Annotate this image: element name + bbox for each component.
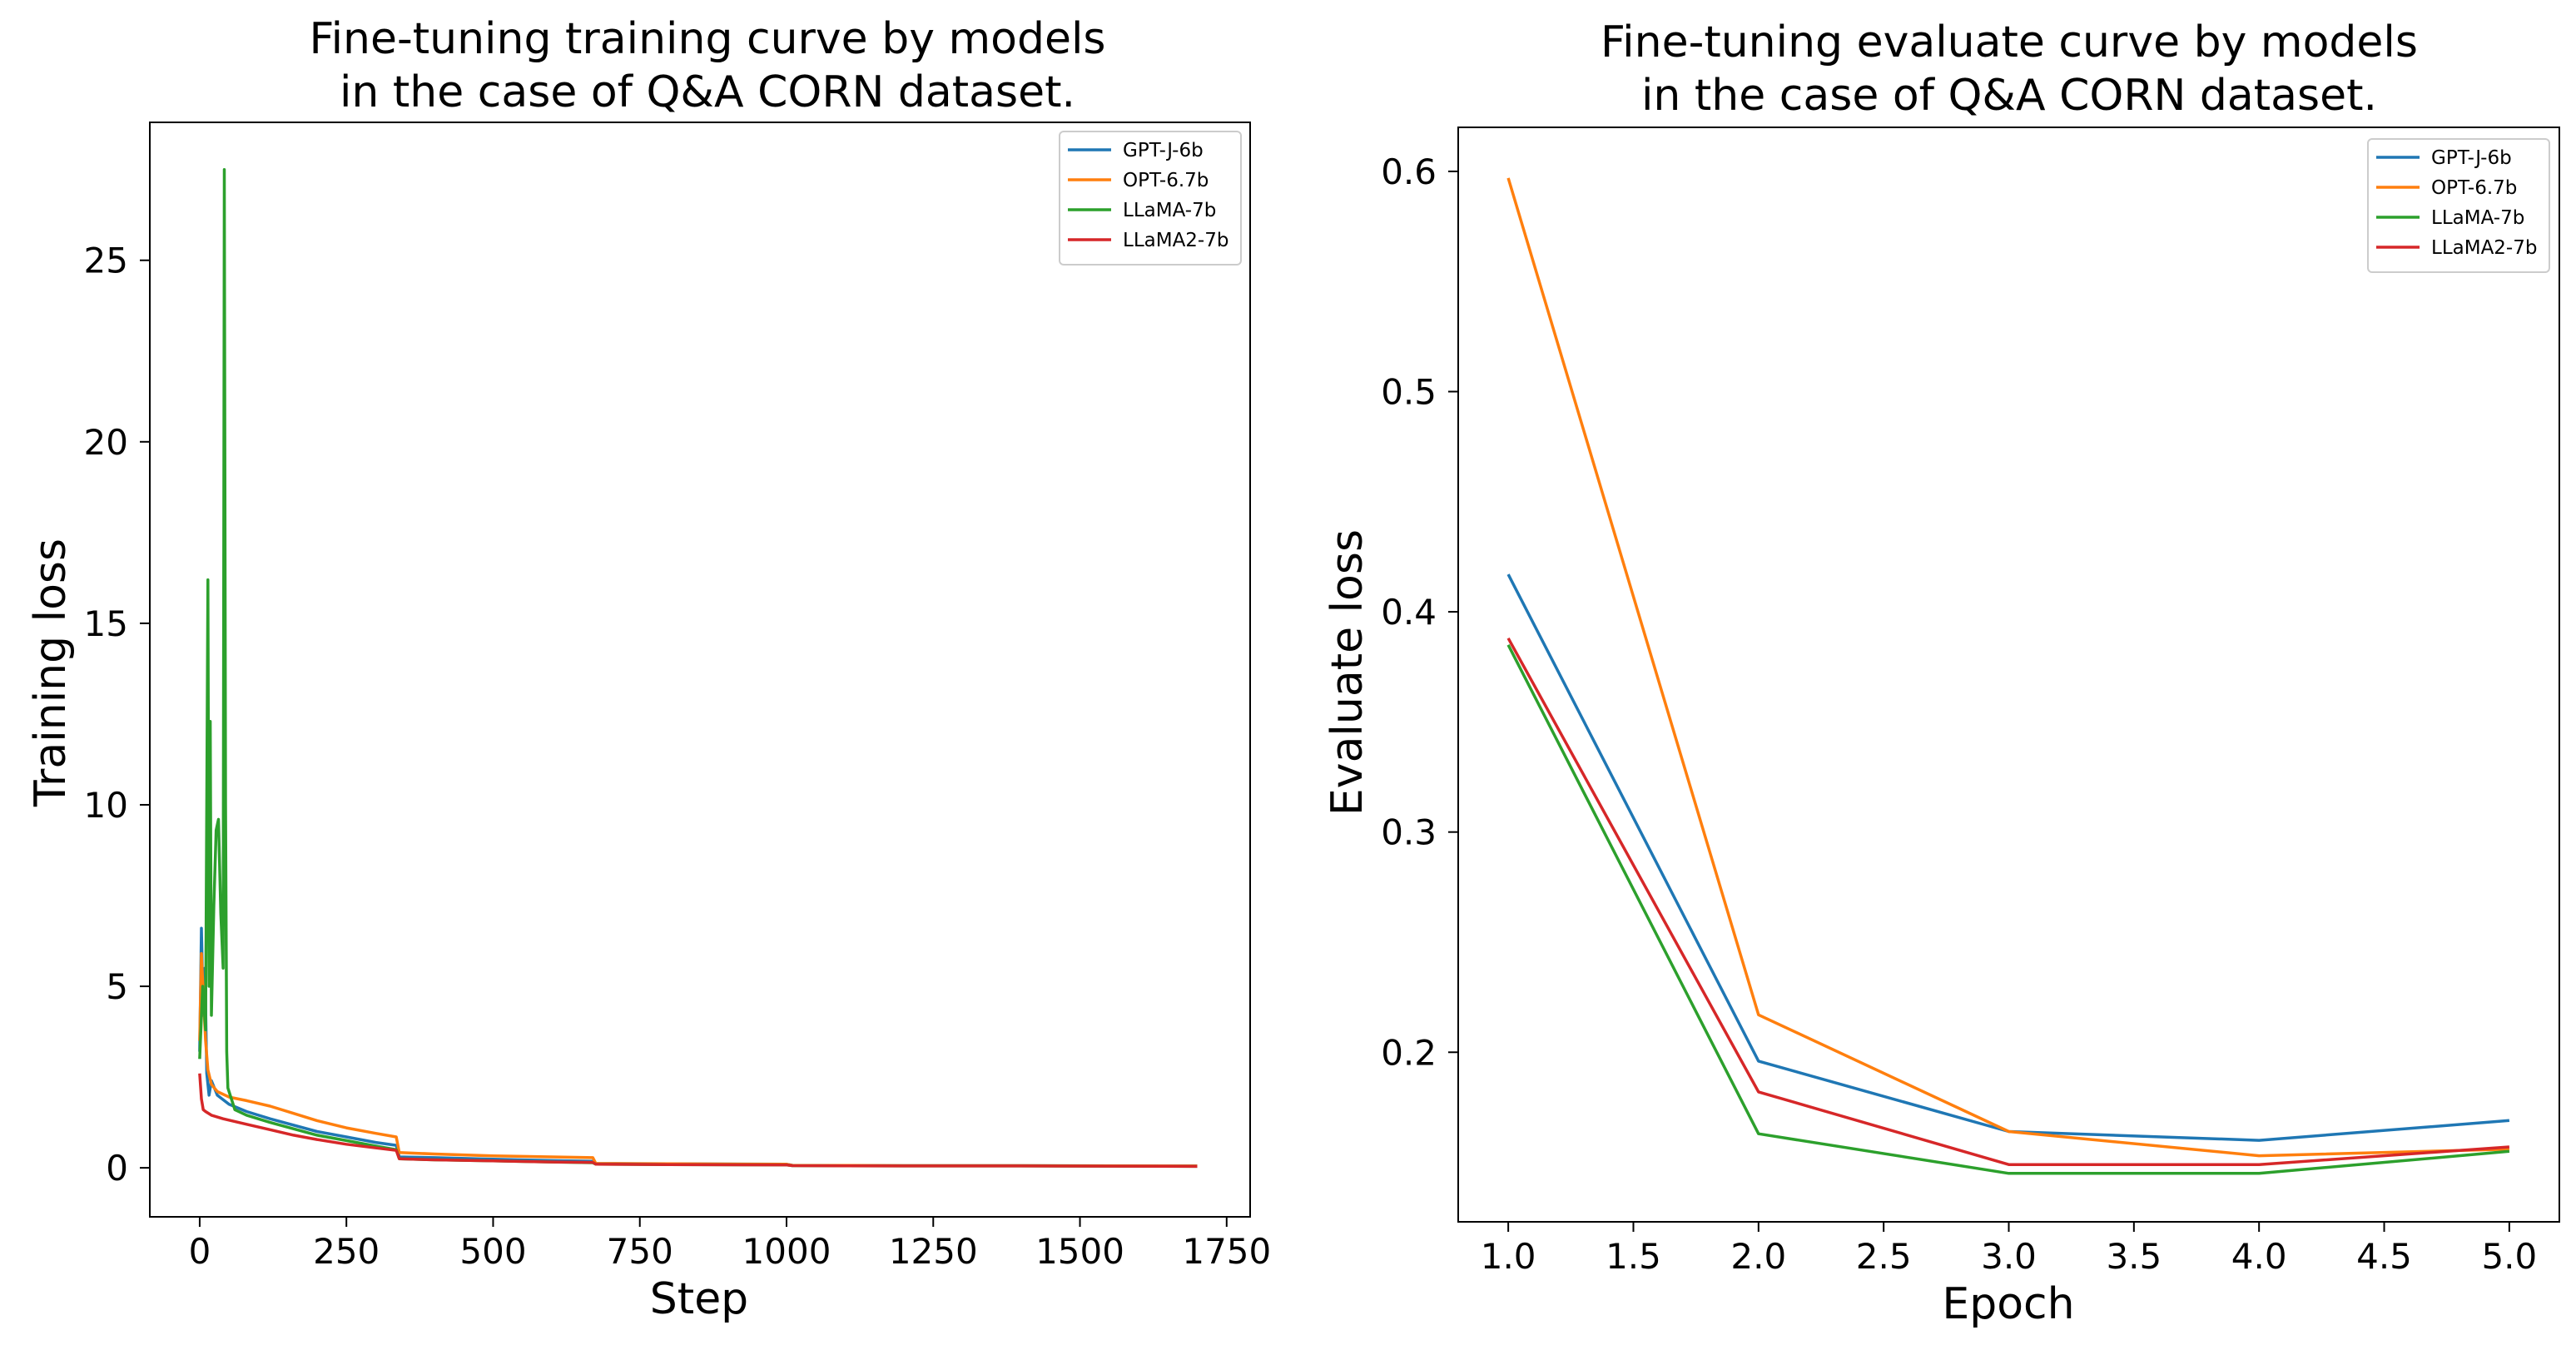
x-tick-label: 2.0 — [1730, 1236, 1786, 1277]
chart-title-line-2: in the case of Q&A CORN dataset. — [1641, 71, 2377, 121]
evaluate-loss-chart: Fine-tuning evaluate curve by models in … — [1323, 17, 2560, 1329]
series-line-llama-7b — [1506, 644, 2510, 1175]
series-line-llama2-7b — [198, 1073, 1198, 1169]
x-tick-label: 1500 — [1035, 1231, 1124, 1272]
x-axis-label: Epoch — [1942, 1279, 2074, 1329]
y-tick-label: 20 — [84, 422, 128, 463]
y-tick-label: 0.6 — [1381, 151, 1437, 192]
legend-label: GPT-J-6b — [2431, 147, 2512, 169]
training-loss-chart: Fine-tuning training curve by models in … — [26, 14, 1271, 1324]
x-tick-label: 3.0 — [1981, 1236, 2037, 1277]
x-tick-label: 500 — [459, 1231, 526, 1272]
x-tick-label: 5.0 — [2481, 1236, 2537, 1277]
y-tick-label: 10 — [84, 785, 128, 826]
y-tick-label: 0.2 — [1381, 1032, 1437, 1073]
x-tick-label: 1000 — [742, 1231, 831, 1272]
x-tick-label: 2.5 — [1856, 1236, 1912, 1277]
series-line-llama2-7b — [1506, 637, 2510, 1166]
chart-title-line-1: Fine-tuning training curve by models — [309, 14, 1105, 64]
y-tick-label: 0.3 — [1381, 812, 1437, 853]
legend-label: GPT-J-6b — [1123, 140, 1204, 161]
plot-frame — [149, 122, 1251, 1218]
x-tick-label: 3.5 — [2106, 1236, 2162, 1277]
x-tick-label: 4.0 — [2231, 1236, 2287, 1277]
y-tick-label: 0.5 — [1381, 372, 1437, 413]
legend-label: LLaMA-7b — [1123, 200, 1216, 221]
y-tick-label: 5 — [106, 966, 128, 1007]
x-tick-label: 250 — [313, 1231, 380, 1272]
legend-label: OPT-6.7b — [2431, 177, 2517, 199]
y-axis-label: Evaluate loss — [1323, 529, 1372, 816]
y-tick-label: 0 — [106, 1148, 128, 1189]
x-tick-label: 1250 — [889, 1231, 978, 1272]
x-tick-label: 750 — [607, 1231, 673, 1272]
y-tick-label: 25 — [84, 241, 128, 281]
y-tick-label: 0.4 — [1381, 592, 1437, 633]
x-tick-label: 0 — [189, 1231, 211, 1272]
x-tick-label: 1.0 — [1481, 1236, 1536, 1277]
legend-box — [2367, 138, 2550, 273]
series-line-opt-6-7b — [1506, 177, 2509, 1158]
x-axis-label: Step — [650, 1274, 748, 1324]
x-tick-label: 4.5 — [2356, 1236, 2412, 1277]
y-tick-label: 15 — [84, 603, 128, 644]
chart-title-line-2: in the case of Q&A CORN dataset. — [340, 67, 1075, 117]
legend-label: OPT-6.7b — [1123, 170, 1209, 191]
legend-box — [1059, 131, 1242, 266]
x-tick-label: 1.5 — [1606, 1236, 1661, 1277]
legend-label: LLaMA2-7b — [2431, 237, 2537, 259]
y-axis-label: Training loss — [26, 539, 76, 807]
x-tick-label: 1750 — [1182, 1231, 1271, 1272]
legend-label: LLaMA-7b — [2431, 207, 2524, 229]
legend-label: LLaMA2-7b — [1123, 230, 1228, 251]
chart-title-line-1: Fine-tuning evaluate curve by models — [1601, 17, 2418, 67]
